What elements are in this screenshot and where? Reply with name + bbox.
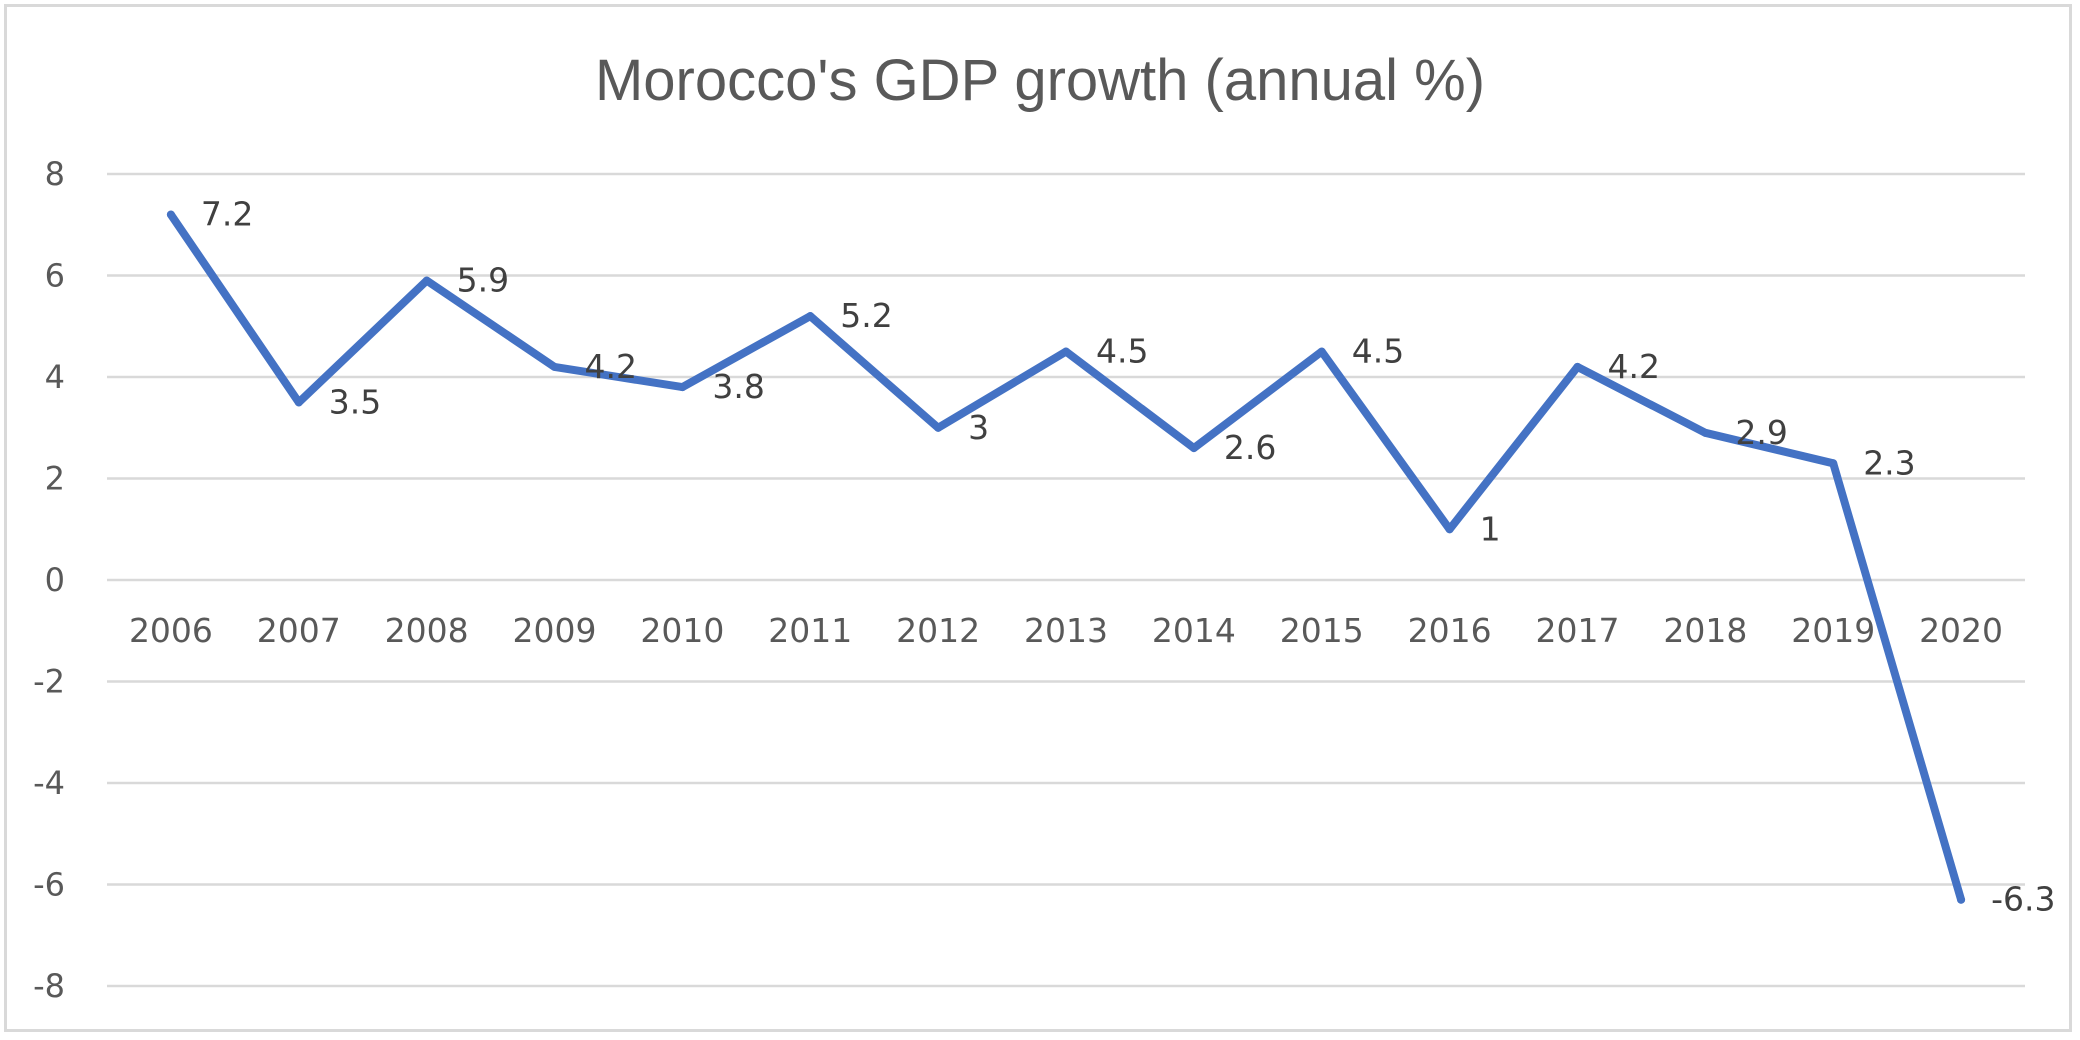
y-tick-label: 4 [45,358,65,396]
y-tick-label: -6 [33,866,65,904]
y-tick-label: 0 [45,561,65,599]
series-line [166,210,1966,904]
chart-frame [4,4,2072,1032]
data-label: 4.5 [1352,332,1404,371]
y-tick-label: 2 [45,460,65,498]
x-tick-label: 2009 [513,611,597,650]
data-point [934,423,943,432]
data-point [550,362,559,371]
y-tick-label: -8 [33,967,65,1005]
data-label: -6.3 [1991,880,2055,919]
data-label: 3.5 [329,382,381,421]
data-point [806,312,815,321]
y-axis-ticks: 8 6 4 2 0 -2 -4 -6 -8 [33,155,65,1005]
x-tick-label: 2016 [1408,611,1492,650]
y-tick-label: -2 [33,663,65,701]
chart-title: Morocco's GDP growth (annual %) [595,48,1485,113]
x-tick-label: 2010 [640,611,724,650]
data-point [678,383,687,392]
data-label: 2.3 [1863,443,1915,482]
data-label: 2.9 [1735,413,1787,452]
gridlines [107,172,2025,988]
data-label: 5.9 [457,261,509,300]
y-tick-label: 6 [45,257,65,295]
series-line-group [166,210,1966,904]
data-point [1957,895,1966,904]
x-tick-label: 2013 [1024,611,1108,650]
data-point [1829,459,1838,468]
data-label: 5.2 [840,296,892,335]
x-tick-label: 2007 [257,611,341,650]
data-point [166,210,175,219]
x-tick-label: 2017 [1535,611,1619,650]
data-label: 3.8 [712,367,764,406]
x-tick-label: 2015 [1280,611,1364,650]
y-tick-label: -4 [33,764,65,802]
x-tick-label: 2006 [129,611,213,650]
x-tick-label: 2014 [1152,611,1236,650]
y-tick-label: 8 [45,155,65,193]
x-tick-label: 2011 [768,611,852,650]
data-label: 4.2 [1607,347,1659,386]
data-label: 7.2 [201,195,253,234]
data-point [1317,347,1326,356]
x-axis-ticks: 2006 2007 2008 2009 2010 2011 2012 2013 2014 2015… [129,611,2003,650]
data-point [422,276,431,285]
data-point [1573,362,1582,371]
data-point [1445,525,1454,534]
data-point [1189,444,1198,453]
data-label: 4.5 [1096,332,1148,371]
data-label: 3 [968,408,989,447]
data-point [1062,347,1070,356]
x-tick-label: 2020 [1919,611,2003,650]
x-tick-label: 2019 [1791,611,1875,650]
data-label: 1 [1480,509,1501,548]
x-tick-label: 2012 [896,611,980,650]
data-label: 4.2 [585,347,637,386]
x-tick-label: 2008 [385,611,469,650]
data-point [294,398,303,407]
data-point [1701,428,1710,437]
data-label: 2.6 [1224,428,1276,467]
data-labels: 7.2 3.5 5.9 4.2 3.8 5.2 3 4.5 2.6 4.5 1 4.2 2.9 2.3 -6… [201,195,2056,919]
x-tick-label: 2018 [1663,611,1747,650]
